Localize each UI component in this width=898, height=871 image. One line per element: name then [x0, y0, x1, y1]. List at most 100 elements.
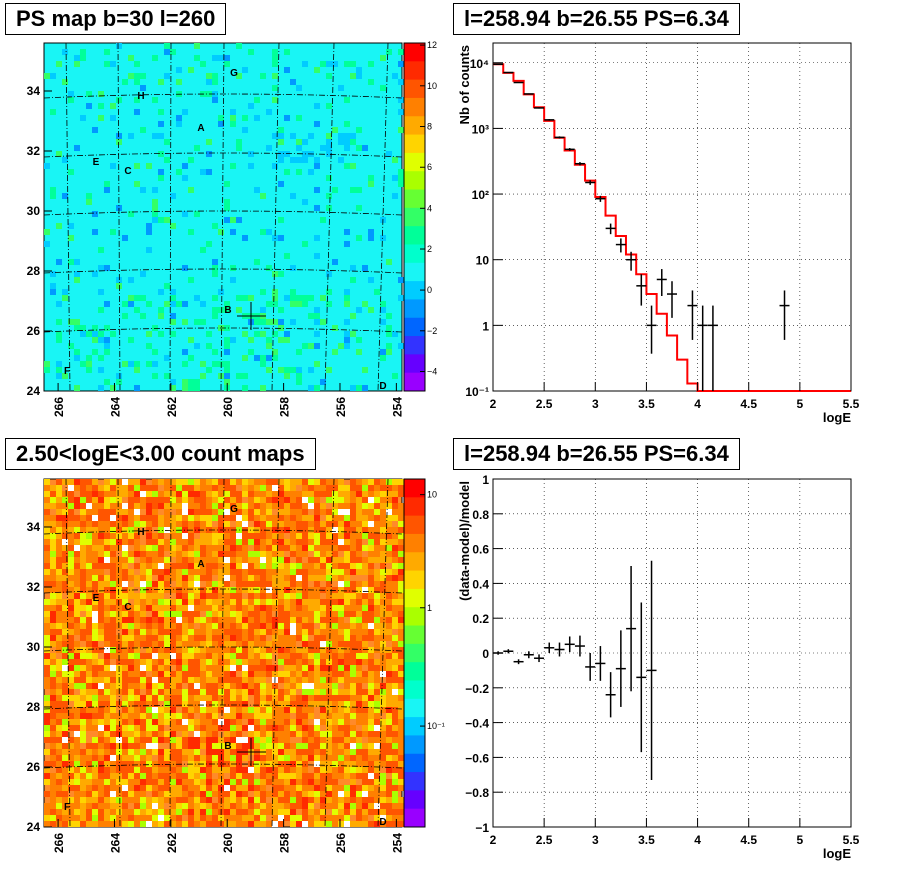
residual-data-point: [636, 602, 647, 753]
residual-x-tick-label: 5: [797, 833, 804, 847]
residual-y-tick-label: −0.8: [465, 786, 489, 800]
residual-data-point: [585, 653, 596, 681]
residual-y-tick-label: 0.4: [472, 577, 489, 591]
spectrum-data-point: [626, 251, 637, 271]
spectrum-panel: 10⁻¹ 1 10 10² 10³ 10⁴ 2 2.5 3 3.5 4 4.5 5 5.5 Nb of …: [457, 42, 860, 425]
ps-x-tick-label: 256: [334, 397, 348, 417]
spectrum-x-tick-label: 5: [797, 397, 804, 411]
residual-data-points: [493, 560, 657, 781]
spectrum-data-point: [523, 93, 534, 95]
source-label-c: C: [124, 166, 131, 177]
spectrum-y-tick-label: 1: [482, 319, 489, 333]
spectrum-y-tick-label: 10²: [472, 188, 489, 202]
ps-x-tick-label: 266: [52, 397, 66, 417]
cm-y-tick-label: 26: [27, 760, 41, 774]
spectrum-x-tick-label: 3: [592, 397, 599, 411]
ps-map-y-ticks: 24 26 28 30 32 34: [27, 84, 52, 398]
spectrum-x-tick-label: 2.5: [536, 397, 553, 411]
source-label-g: G: [230, 504, 238, 515]
ps-colorbar-tick: −2: [427, 326, 437, 336]
count-map-x-ticks: 266 264 262 260 258 256 254: [52, 819, 404, 853]
residual-y-ticks: 1 0.8 0.6 0.4 0.2 0 −0.2 −0.4 −0.6 −0.8 −1: [465, 473, 503, 835]
count-map-panel: A B C D E F G H 24 26 28 30 32 34 266 264 262 260 258 256…: [27, 478, 445, 853]
residual-data-point: [564, 636, 575, 653]
ps-y-tick-label: 28: [27, 264, 41, 278]
residual-x-tick-label: 5.5: [843, 833, 860, 847]
ps-colorbar-tick: 8: [427, 122, 432, 132]
source-label-a: A: [197, 123, 204, 134]
spectrum-model-line: [493, 63, 851, 392]
residual-data-point: [605, 672, 616, 718]
residual-y-tick-label: 0.2: [472, 612, 489, 626]
cm-x-tick-label: 256: [334, 833, 348, 853]
count-map-pixels: [44, 479, 404, 827]
source-label-a: A: [197, 559, 204, 570]
residual-data-point: [554, 642, 565, 657]
ps-y-tick-label: 26: [27, 324, 41, 338]
ps-colorbar-tick: 6: [427, 162, 432, 172]
count-map-position-marker: [237, 738, 266, 766]
spectrum-data-point: [656, 269, 667, 296]
residual-data-point: [626, 566, 637, 692]
spectrum-y-tick-label: 10⁴: [470, 57, 489, 71]
ps-y-tick-label: 30: [27, 204, 41, 218]
residual-y-tick-label: −0.2: [465, 682, 489, 696]
spectrum-y-tick-label: 10: [476, 254, 490, 268]
cm-x-tick-label: 264: [108, 833, 122, 853]
spectrum-x-tick-label: 3.5: [638, 397, 655, 411]
count-map-colorbar: 10 1 10⁻¹: [403, 478, 445, 828]
source-label-b: B: [224, 741, 231, 752]
spectrum-data-point: [697, 305, 708, 391]
residual-panel: 1 0.8 0.6 0.4 0.2 0 −0.2 −0.4 −0.6 −0.8 −1 2 2.5 3 3.…: [457, 473, 860, 861]
ps-colorbar-tick: 12: [427, 40, 437, 50]
spectrum-x-ticks: 2 2.5 3 3.5 4 4.5 5 5.5: [490, 382, 860, 411]
ps-colorbar-tick: 10: [427, 81, 437, 91]
cm-y-tick-label: 30: [27, 640, 41, 654]
residual-y-tick-label: −0.6: [465, 751, 489, 765]
spectrum-data-point: [779, 290, 790, 340]
spectrum-data-point: [646, 305, 657, 354]
source-label-e: E: [93, 157, 100, 168]
spectrum-x-tick-label: 4: [694, 397, 701, 411]
spectrum-data-point: [605, 223, 616, 235]
residual-x-tick-label: 4: [694, 833, 701, 847]
residual-data-point: [574, 635, 585, 657]
residual-y-tick-label: 0.8: [472, 508, 489, 522]
ps-colorbar-tick: 2: [427, 244, 432, 254]
spectrum-data-point: [707, 305, 718, 391]
source-label-e: E: [93, 593, 100, 604]
ps-y-tick-label: 24: [27, 384, 41, 398]
residual-title: l=258.94 b=26.55 PS=6.34: [453, 438, 740, 470]
cm-y-tick-label: 28: [27, 700, 41, 714]
ps-colorbar-tick: 0: [427, 285, 432, 295]
residual-plot-frame: [492, 478, 852, 828]
residual-x-tick-label: 3.5: [638, 833, 655, 847]
count-map-coordinate-grid: [43, 478, 403, 828]
ps-map-pixels: [44, 43, 404, 391]
cm-colorbar-tick: 10⁻¹: [427, 721, 445, 731]
spectrum-title: l=258.94 b=26.55 PS=6.34: [453, 3, 740, 35]
residual-data-point: [513, 659, 524, 665]
ps-y-tick-label: 34: [27, 84, 41, 98]
ps-colorbar-tick: −4: [427, 367, 437, 377]
cm-x-tick-label: 260: [221, 833, 235, 853]
ps-map-source-labels: A B C D E F G H: [64, 68, 387, 392]
source-label-h: H: [137, 91, 144, 102]
cm-y-tick-label: 24: [27, 820, 41, 834]
ps-x-tick-label: 260: [221, 397, 235, 417]
spectrum-data-point: [615, 238, 626, 253]
count-map-source-labels: A B C D E F G H: [64, 504, 387, 828]
source-label-b: B: [224, 305, 231, 316]
cm-x-tick-label: 258: [278, 833, 292, 853]
ps-x-tick-label: 264: [108, 397, 122, 417]
spectrum-model-step: [493, 63, 851, 392]
residual-x-tick-label: 3: [592, 833, 599, 847]
spectrum-data-point: [636, 274, 647, 306]
residual-data-point: [544, 642, 555, 653]
residual-y-tick-label: 1: [482, 473, 489, 487]
spectrum-data-point: [667, 281, 677, 318]
residual-x-tick-label: 4.5: [740, 833, 757, 847]
source-label-f: F: [64, 802, 70, 813]
cm-y-tick-label: 32: [27, 580, 41, 594]
residual-y-tick-label: 0: [482, 647, 489, 661]
